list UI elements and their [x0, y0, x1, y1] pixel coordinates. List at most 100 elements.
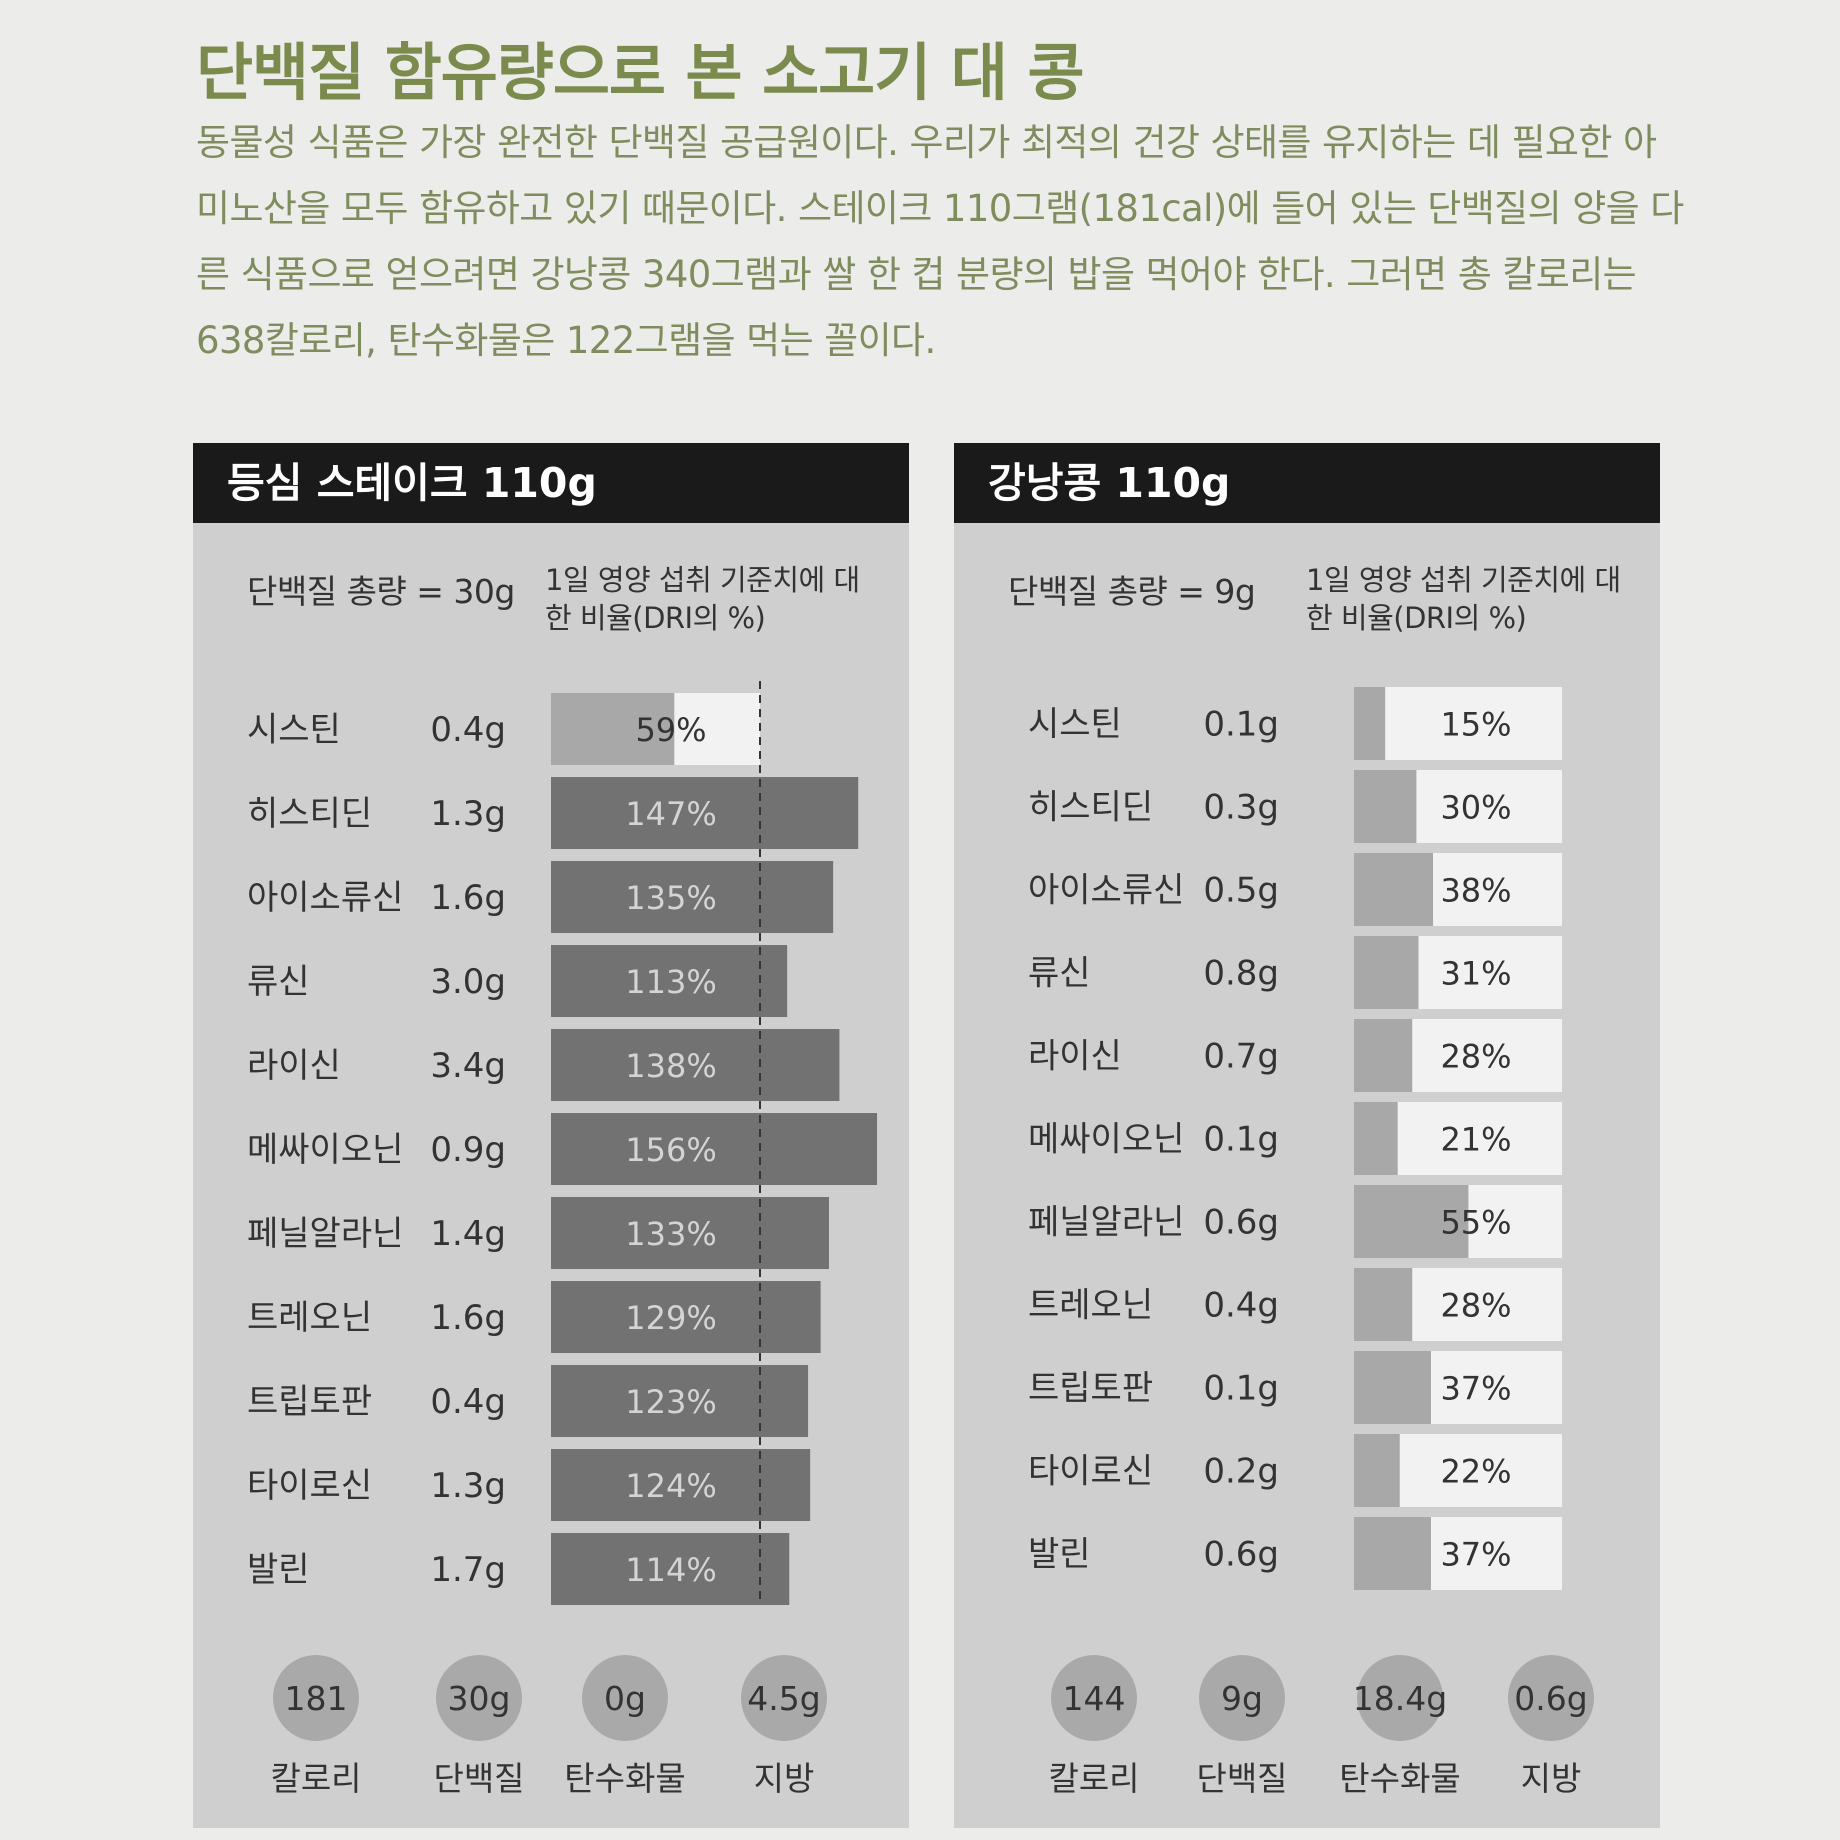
steak-row-amount: 0.9g [430, 1130, 506, 1170]
steak-summary-label: 칼로리 [270, 1759, 361, 1798]
bean-bar-value: 21% [1440, 1121, 1511, 1159]
bean-summary-label: 단백질 [1196, 1759, 1287, 1798]
steak-summary-value: 0g [604, 1679, 646, 1718]
bean-row-amount: 0.7g [1203, 1037, 1279, 1077]
bean-bar [1354, 853, 1434, 926]
bean-row-amount: 0.1g [1203, 705, 1279, 745]
steak-bar [551, 777, 859, 849]
bean-row-name: 히스티딘 [1028, 788, 1153, 828]
bean-summary-circle [1051, 1655, 1137, 1741]
bean-bar-value: 28% [1440, 1287, 1511, 1325]
steak-row-name: 아이소류신 [247, 878, 403, 918]
steak-bar-value: 123% [625, 1383, 716, 1421]
bean-summary-label: 칼로리 [1048, 1759, 1139, 1798]
page-title: 단백질 함유량으로 본 소고기 대 콩 [196, 36, 1084, 109]
bean-row-amount: 0.2g [1203, 1452, 1279, 1492]
steak-bar-value: 124% [625, 1467, 716, 1505]
steak-row-amount: 0.4g [430, 710, 506, 750]
steak-bar-value: 138% [625, 1047, 716, 1085]
steak-row-name: 트레오닌 [247, 1298, 372, 1338]
bean-row-amount: 0.1g [1203, 1120, 1279, 1160]
bean-bar-value: 31% [1440, 955, 1511, 993]
steak-row-name: 트립토판 [247, 1382, 372, 1422]
steak-bar [551, 945, 788, 1017]
bean-summary-circle [1508, 1655, 1594, 1741]
bean-bar [1354, 770, 1417, 843]
steak-summary-value: 181 [285, 1679, 348, 1718]
steak-bar-value: 113% [625, 963, 716, 1001]
steak-bar [551, 1449, 811, 1521]
steak-row-amount: 3.4g [430, 1046, 506, 1086]
bean-bar-value: 28% [1440, 1038, 1511, 1076]
bean-row-amount: 0.1g [1203, 1369, 1279, 1409]
steak-row-name: 발린 [247, 1550, 310, 1590]
steak-row-amount: 1.3g [430, 794, 506, 834]
bean-row-name: 타이로신 [1028, 1452, 1153, 1492]
bean-summary-value: 18.4g [1353, 1679, 1447, 1718]
steak-total-protein: 단백질 총량 = 30g [247, 572, 515, 611]
bean-row-name: 아이소류신 [1028, 871, 1184, 911]
steak-bar-value: 133% [625, 1215, 716, 1253]
bean-bar-value: 22% [1440, 1453, 1511, 1491]
bean-bar [1354, 687, 1386, 760]
steak-row-name: 타이로신 [247, 1466, 372, 1506]
bean-amino-acid-chart: 시스틴 0.1g 15% 히스티딘 0.3g 30% 아이소류신 0.5g 38% 류신 0.8g 3… [1028, 687, 1594, 1798]
bean-row-name: 라이신 [1028, 1037, 1122, 1077]
steak-row-name: 류신 [247, 962, 310, 1002]
bean-bar [1354, 1351, 1431, 1424]
steak-bar [551, 861, 834, 933]
bean-bar-value: 30% [1440, 789, 1511, 827]
steak-bar [551, 1029, 840, 1101]
bean-bar [1354, 1517, 1431, 1590]
steak-row-amount: 0.4g [430, 1382, 506, 1422]
steak-bar-value: 135% [625, 879, 716, 917]
bean-summary-value: 9g [1221, 1679, 1263, 1718]
steak-summary-circle [273, 1655, 359, 1741]
bean-bar [1354, 1019, 1413, 1092]
bean-total-protein: 단백질 총량 = 9g [1008, 572, 1256, 611]
bean-bar-track [1354, 687, 1562, 760]
steak-bar-value: 156% [625, 1131, 716, 1169]
bean-bar-value: 15% [1440, 706, 1511, 744]
steak-summary-circle [582, 1655, 668, 1741]
bean-summary-circle [1357, 1655, 1443, 1741]
bean-row-name: 트립토판 [1028, 1369, 1153, 1409]
bean-summary-value: 144 [1063, 1679, 1126, 1718]
steak-bar-value: 59% [635, 711, 706, 749]
steak-bar-value: 147% [625, 795, 716, 833]
bean-summary-value: 0.6g [1514, 1679, 1587, 1718]
steak-summary-value: 4.5g [747, 1679, 820, 1718]
bean-panel: 강낭콩 110g 단백질 총량 = 9g 1일 영양 섭취 기준치에 대한 비율… [954, 443, 1660, 1828]
bean-row-name: 메싸이오닌 [1028, 1120, 1184, 1160]
steak-row-name: 페닐알라닌 [247, 1214, 403, 1254]
bean-bar-value: 55% [1440, 1204, 1511, 1242]
bean-row-amount: 0.3g [1203, 788, 1279, 828]
steak-bar-value: 129% [625, 1299, 716, 1337]
steak-summary-circle [436, 1655, 522, 1741]
steak-bar [551, 1113, 878, 1185]
bean-row-amount: 0.5g [1203, 871, 1279, 911]
bean-bar [1354, 1268, 1413, 1341]
steak-row-amount: 1.6g [430, 878, 506, 918]
bean-summary-circle [1199, 1655, 1285, 1741]
bean-row-amount: 0.4g [1203, 1286, 1279, 1326]
intro-paragraph: 동물성 식품은 가장 완전한 단백질 공급원이다. 우리가 최적의 건강 상태를… [196, 121, 1684, 362]
steak-bar [551, 1533, 790, 1605]
bean-panel-title: 강낭콩 110g [954, 443, 1660, 523]
steak-row-amount: 1.3g [430, 1466, 506, 1506]
bean-row-name: 류신 [1028, 954, 1091, 994]
steak-row-name: 시스틴 [247, 710, 341, 750]
bean-bar-value: 37% [1440, 1370, 1511, 1408]
steak-row-amount: 1.4g [430, 1214, 506, 1254]
steak-amino-acid-chart: 시스틴 0.4g 59% 히스티딘 1.3g 147% 아이소류신 1.6g 135% 류신 3.0… [247, 681, 878, 1798]
bean-bar [1354, 936, 1419, 1009]
steak-summary-value: 30g [448, 1679, 511, 1718]
bean-row-name: 시스틴 [1028, 705, 1122, 745]
steak-bar [551, 1365, 809, 1437]
bean-bar [1354, 1185, 1469, 1258]
steak-row-name: 라이신 [247, 1046, 341, 1086]
steak-row-name: 히스티딘 [247, 794, 372, 834]
steak-bar [551, 1281, 821, 1353]
bean-bar [1354, 1102, 1398, 1175]
bean-summary-label: 지방 [1521, 1759, 1582, 1798]
